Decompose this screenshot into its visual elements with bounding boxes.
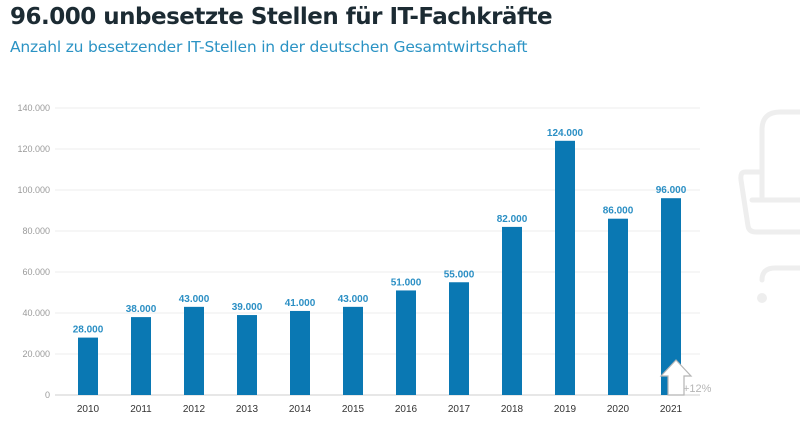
x-tick-label: 2019: [554, 404, 577, 415]
x-tick-label: 2013: [236, 404, 259, 415]
x-tick-label: 2016: [395, 404, 418, 415]
growth-annotation: +12%: [683, 383, 712, 395]
data-label: 55.000: [444, 269, 475, 280]
y-tick-label: 60.000: [22, 267, 50, 277]
y-tick-label: 80.000: [22, 226, 50, 236]
y-tick-label: 140.000: [17, 103, 50, 113]
bar-2012: [184, 306, 204, 395]
y-tick-label: 120.000: [17, 144, 50, 154]
x-tick-label: 2012: [183, 404, 206, 415]
y-tick-label: 0: [45, 390, 50, 400]
y-tick-label: 100.000: [17, 185, 50, 195]
x-tick-label: 2014: [289, 404, 312, 415]
bar-2015: [343, 306, 363, 395]
data-label: 28.000: [73, 325, 104, 336]
x-tick-label: 2021: [660, 404, 683, 415]
bar-2016: [396, 290, 416, 395]
y-tick-label: 40.000: [22, 308, 50, 318]
bar-2014: [290, 310, 310, 395]
x-tick-label: 2018: [501, 404, 524, 415]
bar-2017: [449, 282, 469, 395]
x-tick-label: 2010: [77, 404, 100, 415]
data-label: 86.000: [603, 206, 634, 217]
bar-2019: [555, 140, 575, 395]
chart-title: 96.000 unbesetzte Stellen für IT-Fachkrä…: [10, 4, 553, 30]
data-label: 96.000: [656, 185, 687, 196]
data-label: 43.000: [179, 294, 210, 305]
up-arrow-icon: [659, 359, 693, 396]
x-tick-label: 2020: [607, 404, 630, 415]
y-tick-label: 20.000: [22, 349, 50, 359]
armchair-icon: [738, 109, 800, 283]
data-label: 51.000: [391, 277, 422, 288]
data-label: 39.000: [232, 302, 263, 313]
bar-2011: [131, 317, 151, 395]
data-label: 43.000: [338, 294, 369, 305]
data-label: 41.000: [285, 298, 316, 309]
x-tick-label: 2011: [130, 404, 152, 415]
data-label: 38.000: [126, 304, 157, 315]
data-label: 124.000: [547, 128, 584, 139]
bar-2013: [237, 315, 257, 395]
armchair-wheel-icon: [757, 293, 767, 303]
bar-2018: [502, 226, 522, 395]
x-tick-label: 2017: [448, 404, 471, 415]
data-label: 82.000: [497, 214, 528, 225]
bar-2010: [78, 337, 98, 395]
x-tick-label: 2015: [342, 404, 365, 415]
chart-subtitle: Anzahl zu besetzender IT-Stellen in der …: [10, 38, 528, 56]
bar-2021: [661, 198, 681, 395]
bar-2020: [608, 218, 628, 395]
